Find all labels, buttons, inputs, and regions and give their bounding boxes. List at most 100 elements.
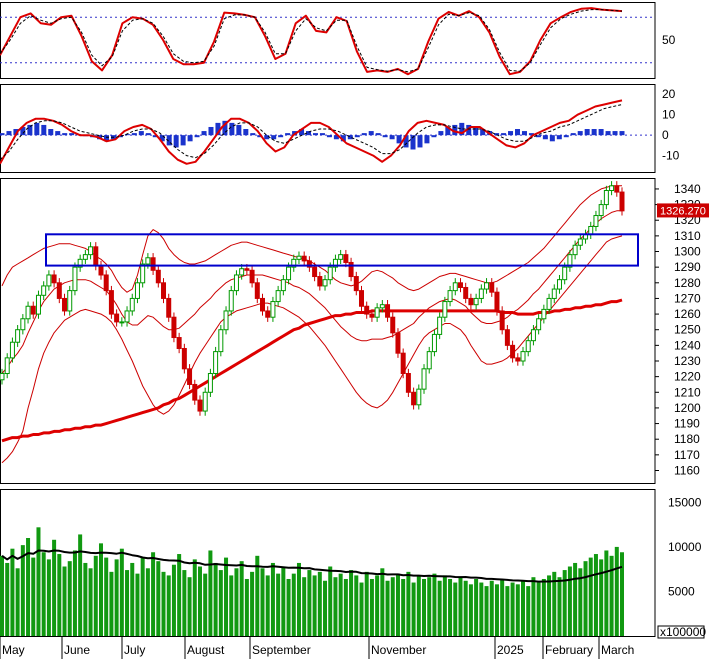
volume-unit-label: x100000 [660,625,706,639]
volume-bar [166,575,171,636]
x-tick-label: June [64,643,90,657]
volume-bar [312,575,317,636]
last-price-label: 1326.270 [660,205,706,217]
volume-bar [432,573,437,636]
candle-body [161,282,167,299]
volume-unit-box [657,625,705,639]
volume-bar [442,575,447,636]
macd-histogram-bar [124,134,130,136]
volume-bar [614,546,619,636]
candle-body [369,313,375,318]
candle-body [442,301,448,318]
candle-body [171,316,177,339]
candle-body [588,225,594,235]
macd-histogram-bar [48,129,54,136]
price-tick-label: 1310 [674,229,701,243]
candle-body [35,294,41,315]
volume-bar [593,554,598,636]
x-tick-label: February [545,643,593,657]
macd-histogram-bar [34,122,40,136]
price-tick-label: 1220 [674,370,701,384]
macd-histogram-bar [117,135,123,138]
volume-bar [177,554,182,636]
macd-histogram-bar [354,135,360,138]
candle-body [457,282,463,288]
candle-body [20,318,26,331]
macd-histogram-bar [542,135,548,140]
chart-panels [0,2,656,637]
volume-bar [218,570,223,636]
macd-histogram-bar [208,126,214,136]
candle-body [609,185,615,192]
candle-body [416,388,422,406]
macd-signal-line [0,104,623,161]
candle-body [202,391,208,412]
macd-histogram-bar [55,131,61,136]
price-tick-label: 1160 [674,463,700,477]
candle-body [155,269,161,284]
candle-body [239,268,245,276]
candle-body [41,285,47,296]
macd-histogram-bar [222,120,228,136]
last-price-tag [657,203,709,218]
macd-histogram-bar [494,133,500,136]
macd-histogram-bar [264,135,270,140]
macd-histogram-bar [347,135,353,140]
volume-bar [250,571,255,636]
candle-body [56,282,62,299]
macd-histogram-bar [515,129,521,136]
volume-bar [239,561,244,636]
volume-bar [151,552,156,636]
volume-bar [109,571,114,636]
macd-histogram-bar [62,133,68,136]
candle-body [494,291,500,312]
volume-bar [552,571,557,636]
candle-body [577,238,583,246]
volume-bar [213,562,218,636]
candle-body [30,305,36,315]
price-tick-label: 1200 [674,401,701,415]
macd-histogram-bar [333,135,339,140]
macd-histogram-bar [250,133,256,136]
volume-bar [10,548,15,636]
candle-body [275,290,281,303]
volume-bar [448,578,453,636]
macd-histogram-bar [278,135,284,138]
candle-body [515,357,521,362]
candle-body [562,266,568,281]
bollinger-lower-line [1,235,623,464]
macd-panel-frame [0,84,656,173]
candle-body [114,313,120,323]
macd-histogram-bar [173,135,179,148]
volume-bar [244,578,249,636]
volume-bar [208,550,213,636]
candle-body [343,254,349,263]
candle-body [270,301,276,318]
candle-body [260,297,266,312]
price-tick-label: 1280 [674,276,701,290]
price-tick-label: 1230 [674,354,701,368]
volume-bar [46,559,51,636]
volume-bar [620,552,624,636]
volume-bar [260,568,265,636]
volume-panel-frame [0,489,656,637]
candle-body [463,286,469,299]
macd-histogram-bar [41,124,47,136]
macd-histogram-bar [138,131,144,136]
candle-body [306,260,312,268]
volume-bar [583,561,588,636]
candle-body [124,310,130,323]
volume-bar [88,568,93,636]
volume-bar [317,571,322,636]
stoch-tick-label: 50 [662,33,676,47]
volume-bar [281,566,286,636]
candle-body [364,305,370,315]
volume-bar [31,557,36,636]
volume-bar [573,562,578,636]
candle-body [103,274,109,292]
axis-labels: 5020100-10134013301320131013001290128012… [0,33,709,659]
macd-histogram-bar [466,124,472,136]
candle-body [468,297,474,306]
price-tick-label: 1300 [674,245,701,259]
candle-body [437,316,443,335]
